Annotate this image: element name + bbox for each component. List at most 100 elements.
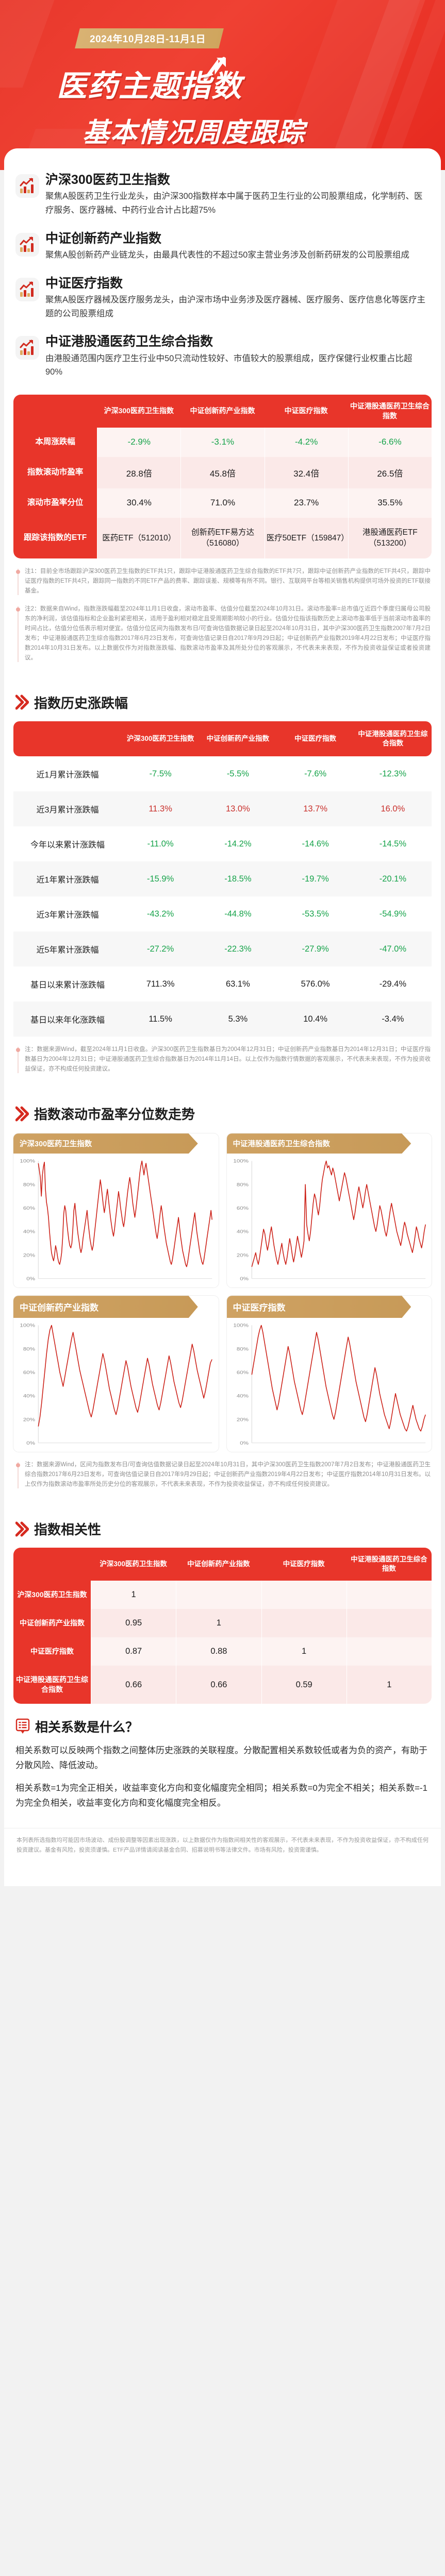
index-name: 中证港股通医药卫生综合指数	[45, 334, 213, 349]
pe-chart-card: 中证创新药产业指数 0% 20% 40% 60% 80% 100%	[13, 1296, 219, 1452]
summary-cell: 创新药ETF易方达（516080）	[180, 517, 265, 559]
corr-cell: 1	[91, 1581, 176, 1609]
pe-chart-caption: 中证港股通医药卫生综合指数	[227, 1133, 411, 1154]
chart-up-icon	[15, 174, 39, 198]
pe-chart-plot: 0% 20% 40% 60% 80% 100%	[13, 1154, 219, 1287]
summary-cell: -2.9%	[97, 427, 181, 457]
svg-text:20%: 20%	[236, 1417, 248, 1422]
svg-text:20%: 20%	[23, 1417, 35, 1422]
history-cell: -7.5%	[149, 769, 172, 778]
history-cell: -44.8%	[224, 909, 252, 919]
faq-paragraph-1: 相关系数可以反映两个指数之间整体历史涨跌的关联程度。分散配置相关系数较低或者为负…	[15, 1745, 427, 1771]
arrow-up-icon	[203, 57, 226, 81]
summary-cell: 23.7%	[264, 488, 348, 518]
history-cell: -29.4%	[379, 979, 407, 989]
summary-cell: 医药ETF（512010）	[97, 517, 181, 559]
history-row-label: 近3年累计涨跌幅	[36, 911, 99, 920]
history-row-label: 近3月累计涨跌幅	[36, 806, 99, 815]
pe-chart-plot: 0% 20% 40% 60% 80% 100%	[227, 1154, 432, 1287]
history-row-label: 基日以来累计涨跌幅	[30, 981, 105, 990]
index-description-item: 中证医疗指数 聚焦A股医疗器械及医疗服务龙头，由沪深市场中业务涉及医疗器械、医疗…	[4, 276, 441, 321]
correlation-table: 沪深300医药卫生指数 中证创新药产业指数 中证医疗指数 中证港股通医药卫生综合…	[13, 1548, 432, 1704]
summary-note-1: 注1：目前全市场跟踪沪深300医药卫生指数的ETF共1只，跟踪中证港股通医药卫生…	[16, 567, 431, 596]
history-row-label: 今年以来累计涨跌幅	[30, 841, 105, 850]
correlation-table-wrap: 沪深300医药卫生指数 中证创新药产业指数 中证医疗指数 中证港股通医药卫生综合…	[4, 1546, 441, 1704]
corr-cell: 0.66	[176, 1666, 261, 1704]
svg-text:60%: 60%	[23, 1206, 35, 1211]
corr-cell: 0.59	[261, 1666, 347, 1704]
corr-col-2: 中证医疗指数	[261, 1548, 347, 1581]
history-row-label: 近1月累计涨跌幅	[36, 771, 99, 780]
corr-row-label: 沪深300医药卫生指数	[13, 1581, 91, 1609]
corr-cell: 0.87	[91, 1637, 176, 1666]
history-table: 沪深300医药卫生指数 中证创新药产业指数 中证医疗指数 中证港股通医药卫生综合…	[13, 721, 432, 1037]
table-header-row: 沪深300医药卫生指数 中证创新药产业指数 中证医疗指数 中证港股通医药卫生综合…	[13, 395, 432, 428]
svg-text:80%: 80%	[23, 1182, 35, 1188]
pe-section-header: 指数滚动市盈率分位数走势	[4, 1095, 441, 1130]
index-description-list: 沪深300医药卫生指数 聚焦A股医药卫生行业龙头，由沪深300指数样本中属于医药…	[4, 172, 441, 379]
history-cell: -43.2%	[146, 909, 174, 919]
svg-text:80%: 80%	[236, 1182, 248, 1188]
pe-chart-grid: 沪深300医药卫生指数 0% 20% 40% 60% 80% 100% 中证港股通医药卫生…	[4, 1130, 441, 1452]
table-row: 中证医疗指数 0.87 0.88 1	[13, 1637, 432, 1666]
table-header-row: 沪深300医药卫生指数 中证创新药产业指数 中证医疗指数 中证港股通医药卫生综合…	[13, 721, 432, 757]
summary-table-body: 本周涨跌幅 -2.9% -3.1% -4.2% -6.6% 指数滚动市盈率 28.8倍 45.…	[13, 427, 432, 559]
svg-text:0%: 0%	[240, 1277, 249, 1282]
history-cell: -20.1%	[379, 874, 407, 884]
history-row-label: 近5年累计涨跌幅	[36, 946, 99, 955]
svg-text:60%: 60%	[23, 1370, 35, 1376]
summary-cell: 35.5%	[348, 488, 432, 518]
svg-text:0%: 0%	[240, 1441, 249, 1446]
faq-paragraph-2: 相关系数=1为完全正相关，收益率变化方向和变化幅度完全相同；相关系数=0为完全不…	[15, 1783, 427, 1808]
svg-text:0%: 0%	[26, 1277, 35, 1282]
index-name: 中证医疗指数	[45, 276, 123, 291]
pe-chart-caption: 中证医疗指数	[227, 1296, 411, 1318]
correlation-section-title: 指数相关性	[34, 1522, 102, 1537]
table-row: 指数滚动市盈率 28.8倍 45.8倍 32.4倍 26.5倍	[13, 456, 432, 488]
index-desc: 聚焦A股创新药产业链龙头，由最具代表性的不超过50家主营业务涉及创新药研发的公司…	[45, 250, 409, 260]
corr-cell: 1	[176, 1609, 261, 1638]
history-cell: 13.0%	[225, 804, 250, 814]
correlation-table-body: 沪深300医药卫生指数 1 中证创新药产业指数 0.95 1 中证医疗指数 0.87 0.88…	[13, 1581, 432, 1704]
chart-up-icon	[15, 232, 39, 257]
history-cell: -5.5%	[226, 769, 249, 778]
summary-row-label: 滚动市盈率分位	[13, 488, 97, 518]
history-cell: -12.3%	[379, 769, 407, 778]
table-row: 近1年累计涨跌幅 -15.9% -18.5% -19.7% -20.1%	[13, 861, 432, 897]
pe-section-title: 指数滚动市盈率分位数走势	[34, 1107, 195, 1123]
summary-cell: -4.2%	[264, 427, 348, 457]
pe-chart-caption: 中证创新药产业指数	[13, 1296, 198, 1318]
summary-row-label: 本周涨跌幅	[13, 427, 97, 457]
history-cell: -14.6%	[302, 839, 329, 849]
svg-text:0%: 0%	[26, 1441, 35, 1446]
hero-title-primary: 医药主题指数	[57, 70, 243, 103]
table-row: 近1月累计涨跌幅 -7.5% -5.5% -7.6% -12.3%	[13, 756, 432, 791]
index-description-item: 中证创新药产业指数 聚焦A股创新药产业链龙头，由最具代表性的不超过50家主营业务…	[4, 231, 441, 262]
history-row-label: 基日以来年化涨跌幅	[30, 1016, 105, 1025]
corr-cell	[346, 1637, 432, 1666]
summary-corner-cell	[13, 395, 97, 428]
history-cell: 711.3%	[146, 979, 175, 989]
history-cell: 16.0%	[381, 804, 405, 814]
history-note: 注：数据来源Wind，截至2024年11月1日收盘。沪深300医药卫生指数基日为…	[16, 1045, 431, 1074]
history-cell: -27.2%	[146, 944, 174, 954]
hero-decoration-4	[0, 0, 60, 88]
corr-col-1: 中证创新药产业指数	[176, 1548, 261, 1581]
corr-corner-cell	[13, 1548, 91, 1581]
chart-up-icon	[15, 336, 39, 360]
pe-chart-card: 中证医疗指数 0% 20% 40% 60% 80% 100%	[226, 1296, 432, 1452]
history-section-header: 指数历史涨跌幅	[4, 684, 441, 719]
corr-cell: 1	[261, 1637, 347, 1666]
corr-row-label: 中证港股通医药卫生综合指数	[13, 1666, 91, 1704]
summary-cell: 港股通医药ETF（513200）	[348, 517, 432, 559]
svg-text:100%: 100%	[233, 1324, 249, 1329]
index-desc: 聚焦A股医药卫生行业龙头，由沪深300指数样本中属于医药卫生行业的公司股票组成，…	[45, 192, 423, 215]
faq-title: 相关系数是什么？	[35, 1720, 139, 1735]
corr-cell: 0.66	[91, 1666, 176, 1704]
faq-block: 相关系数是什么？ 相关系数可以反映两个指数之间整体历史涨跌的关联程度。分散配置相…	[4, 1704, 441, 1823]
svg-text:100%: 100%	[20, 1324, 35, 1329]
corr-cell	[346, 1609, 432, 1638]
corr-row-label: 中证医疗指数	[13, 1637, 91, 1666]
summary-cell: 28.8倍	[97, 456, 181, 488]
chevron-right-icon	[15, 1106, 29, 1122]
